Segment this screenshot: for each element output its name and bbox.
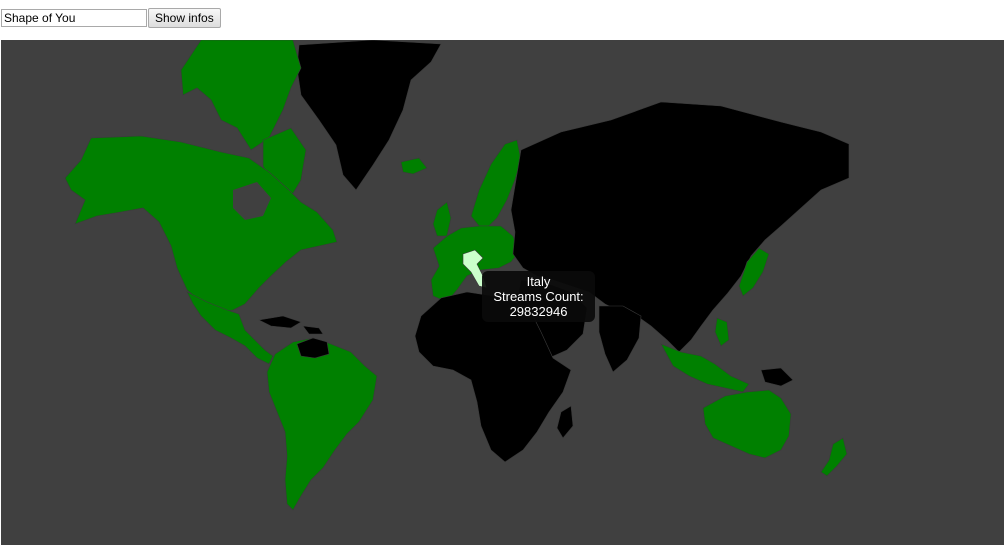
iceland[interactable] <box>400 157 428 175</box>
united-kingdom[interactable] <box>432 201 452 237</box>
new-zealand[interactable] <box>820 437 848 477</box>
southeast-asia[interactable] <box>660 343 750 393</box>
tooltip-value: 29832946 <box>509 304 568 319</box>
japan[interactable] <box>738 247 770 297</box>
tooltip-label: Streams Count: <box>493 289 584 304</box>
country-tooltip: Italy Streams Count: 29832946 <box>482 271 595 322</box>
south-america[interactable] <box>266 337 378 511</box>
cuba[interactable] <box>258 315 302 329</box>
tooltip-country: Italy <box>526 274 551 289</box>
world-map[interactable]: Italy Streams Count: 29832946 <box>1 40 1004 545</box>
madagascar[interactable] <box>556 405 574 439</box>
central-america[interactable] <box>186 291 274 365</box>
papua-new-guinea[interactable] <box>760 367 794 387</box>
canada-arctic-islands[interactable] <box>180 40 302 151</box>
india[interactable] <box>598 305 642 373</box>
greenland[interactable] <box>296 40 442 191</box>
philippines[interactable] <box>714 317 730 347</box>
hudson-bay <box>233 182 271 220</box>
show-infos-button[interactable]: Show infos <box>148 8 221 28</box>
australia[interactable] <box>702 389 792 459</box>
song-search-input[interactable] <box>1 9 147 27</box>
venezuela[interactable] <box>296 337 330 359</box>
toolbar: Show infos <box>0 0 1004 40</box>
caribbean-islands[interactable] <box>302 325 324 335</box>
north-america[interactable] <box>64 135 338 313</box>
